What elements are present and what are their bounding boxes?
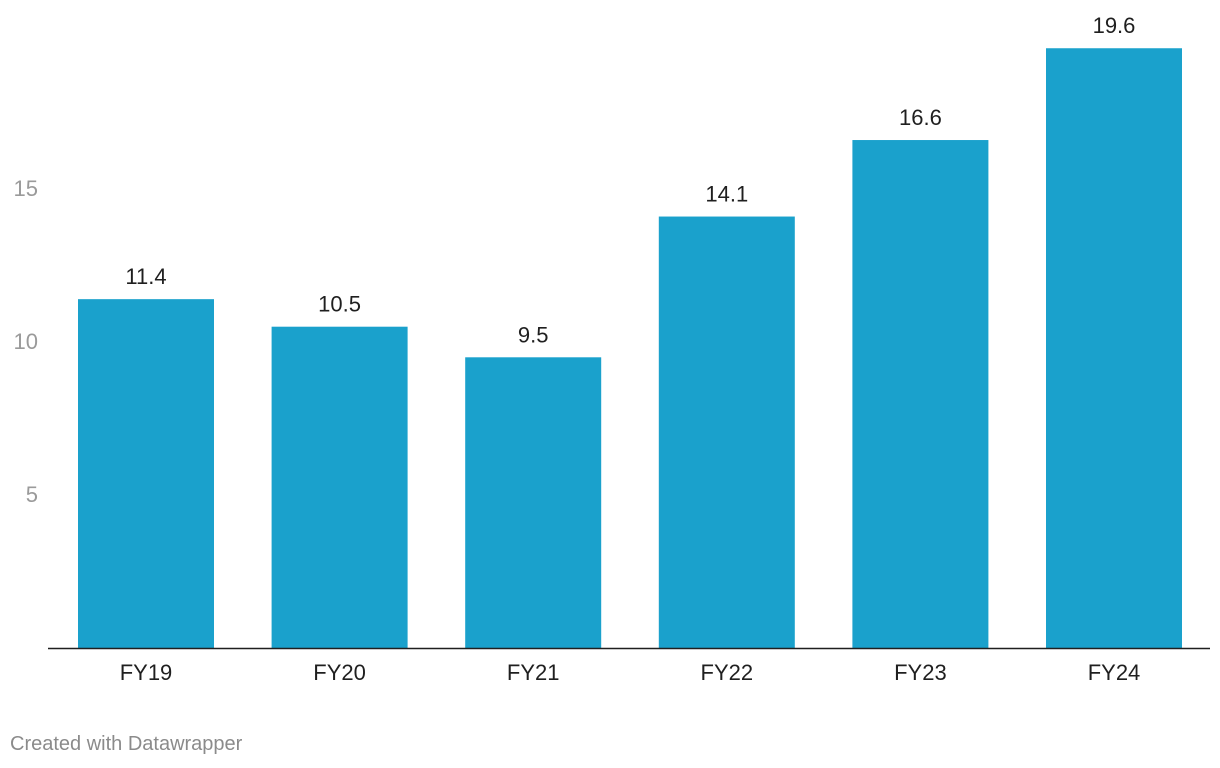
y-tick-label: 5 [26, 482, 38, 507]
x-tick-label: FY24 [1088, 660, 1141, 685]
x-tick-label: FY21 [507, 660, 560, 685]
x-tick-label: FY20 [313, 660, 366, 685]
bar-value-label: 19.6 [1093, 13, 1136, 38]
bar-value-label: 10.5 [318, 292, 361, 317]
bar-value-label: 11.4 [125, 264, 166, 289]
bar [465, 357, 602, 648]
x-tick-label: FY22 [701, 660, 754, 685]
bar [852, 140, 989, 649]
datawrapper-credit: Created with Datawrapper [10, 733, 243, 755]
bar [271, 326, 408, 648]
x-tick-label: FY23 [894, 660, 947, 685]
y-tick-label: 15 [14, 176, 38, 201]
bar [658, 216, 795, 649]
x-tick-label: FY19 [120, 660, 173, 685]
y-tick-label: 10 [14, 329, 38, 354]
bar [78, 299, 214, 648]
bar [1046, 48, 1182, 649]
bar-value-label: 16.6 [899, 105, 942, 130]
bar-value-label: 14.1 [705, 182, 748, 207]
bar-value-label: 9.5 [518, 322, 549, 347]
